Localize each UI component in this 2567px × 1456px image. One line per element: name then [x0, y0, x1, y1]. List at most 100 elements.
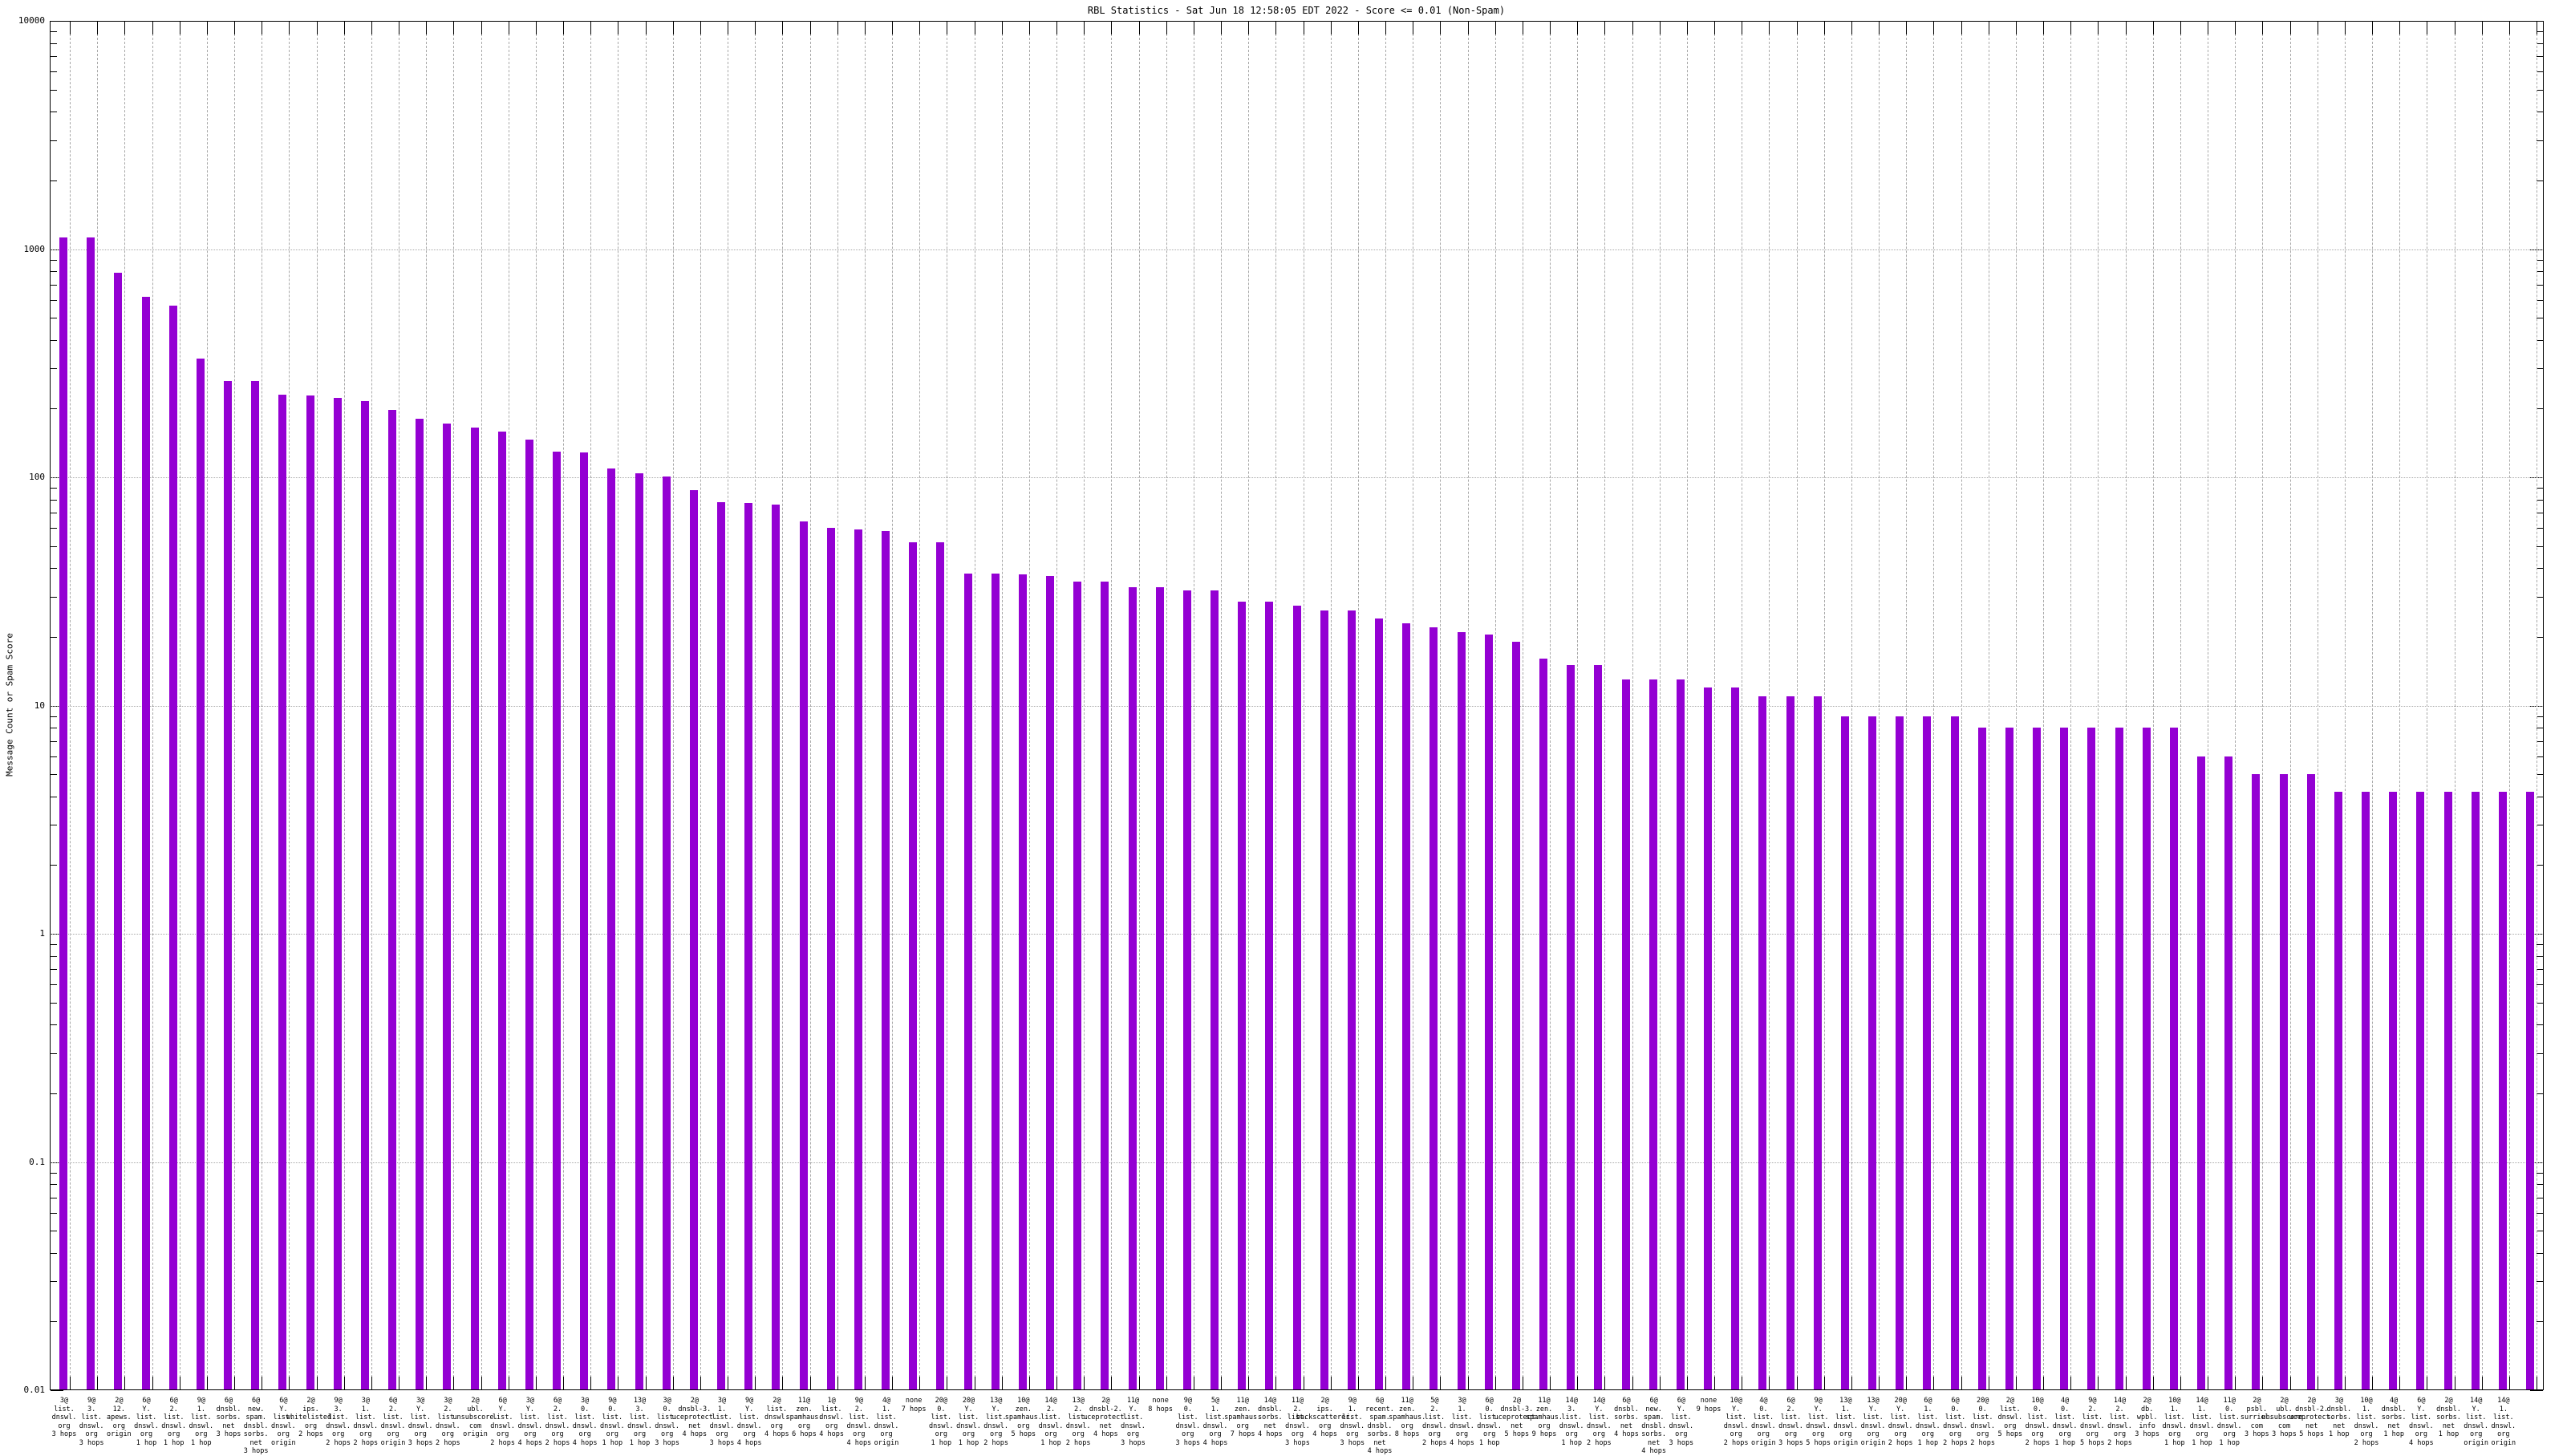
gridline-vertical [837, 22, 838, 1389]
bar [1347, 610, 1356, 1389]
y-minor-tick [2537, 596, 2543, 598]
x-axis-label: 6@ new. spam. dnsbl. sorbs. net 4 hops [1641, 1397, 1667, 1455]
score-swatch [2511, 1, 2543, 9]
bar [1292, 605, 1301, 1389]
gridline-vertical [97, 22, 99, 1389]
x-tick-top [1467, 22, 1469, 34]
x-tick-bottom [590, 1377, 592, 1389]
x-tick-top [70, 22, 71, 34]
y-minor-tick [51, 969, 57, 971]
x-tick-bottom [1357, 1377, 1359, 1389]
x-tick-top [1166, 22, 1167, 34]
y-minor-tick [51, 1002, 57, 1004]
y-minor-tick [2537, 259, 2543, 261]
x-axis-label: 2@ db. wpbl. info 3 hops [2135, 1397, 2160, 1438]
x-axis-label: 3@ dnsbl. sorbs. net 1 hop [2326, 1397, 2352, 1438]
x-axis-label: 13@ Y. list. dnswl. org 2 hops [983, 1397, 1009, 1447]
x-tick-bottom [1851, 1377, 1852, 1389]
gridline-vertical [1494, 22, 1496, 1389]
x-tick-top [1879, 22, 1880, 34]
x-axis-label: 2@ dnsbl. sorbs. net 1 hop [2436, 1397, 2461, 1438]
x-tick-top [152, 22, 153, 34]
bar [114, 272, 123, 1389]
x-axis-label: 11@ Y. list. dnswl. org 3 hops [1121, 1397, 1146, 1447]
y-minor-tick [51, 43, 57, 44]
x-axis-label: 9@ 2. list. dnswl. org 4 hops [846, 1397, 872, 1447]
x-axis-label: 10@ 1. list. dnswl. org 2 hops [2354, 1397, 2379, 1447]
gridline-vertical [2180, 22, 2181, 1389]
bar [2060, 728, 2069, 1389]
gridline-vertical [2481, 22, 2483, 1389]
y-minor-tick [51, 944, 57, 946]
x-tick-top [919, 22, 921, 34]
y-minor-tick [2537, 1002, 2543, 1004]
x-tick-bottom [1028, 1377, 1030, 1389]
gridline-vertical [1028, 22, 1030, 1389]
gridline-vertical [1166, 22, 1167, 1389]
x-tick-top [289, 22, 290, 34]
x-tick-bottom [2098, 1377, 2099, 1389]
x-axis-label: 9@ Y. list. dnswl. org 5 hops [1806, 1397, 1831, 1447]
bar [497, 432, 506, 1389]
bar [1484, 634, 1493, 1389]
x-tick-bottom [782, 1377, 784, 1389]
gridline-vertical [234, 22, 235, 1389]
y-minor-tick [2537, 89, 2543, 91]
chart-title: RBL Statistics - Sat Jun 18 12:58:05 EDT… [1087, 5, 1506, 16]
x-tick-bottom [864, 1377, 866, 1389]
x-tick-bottom [206, 1377, 208, 1389]
y-minor-tick [51, 1281, 57, 1283]
gridline-vertical [892, 22, 893, 1389]
bar [2306, 774, 2315, 1389]
bar [553, 451, 561, 1389]
x-tick-bottom [1248, 1377, 1250, 1389]
bar [525, 440, 533, 1389]
x-tick-top [782, 22, 784, 34]
y-minor-tick [51, 545, 57, 547]
x-axis-label: 5@ 1. list. dnswl. org 4 hops [1202, 1397, 1228, 1447]
x-axis-label: 2@ dnsbl-3. uceprotect. net 4 hops [671, 1397, 717, 1438]
x-axis-label: 9@ Y. list. dnswl. org 4 hops [736, 1397, 762, 1447]
gridline-horizontal [51, 477, 2543, 478]
x-tick-bottom [1111, 1377, 1113, 1389]
x-tick-bottom [1275, 1377, 1277, 1389]
x-tick-top [2481, 22, 2483, 34]
y-minor-tick [2537, 1093, 2543, 1094]
plot-area [50, 21, 2544, 1390]
x-axis-label: 6@ 2. list. dnswl. org origin [380, 1397, 406, 1447]
bar [1402, 623, 1411, 1389]
x-tick-bottom [2372, 1377, 2373, 1389]
y-minor-tick [51, 596, 57, 598]
bar [1457, 631, 1466, 1389]
x-tick-top [864, 22, 866, 34]
gridline-vertical [2344, 22, 2346, 1389]
gridline-vertical [1604, 22, 1606, 1389]
bar [772, 504, 781, 1389]
y-minor-tick [51, 636, 57, 638]
x-axis-label: 3@ 0. list. dnswl. org 4 hops [572, 1397, 598, 1447]
x-axis-label: 14@ Y. list. dnswl. org 2 hops [1586, 1397, 1612, 1447]
bar [59, 237, 67, 1389]
bar [2252, 774, 2261, 1389]
x-tick-bottom [1221, 1377, 1222, 1389]
y-minor-tick [2537, 1052, 2543, 1054]
gridline-vertical [2098, 22, 2099, 1389]
gridline-vertical [481, 22, 482, 1389]
bar [662, 476, 671, 1389]
y-minor-tick [51, 31, 57, 33]
x-tick-top [1275, 22, 1277, 34]
gridline-vertical [2043, 22, 2044, 1389]
x-axis-label: 11@ zen. spamhaus. org 9 hops [1525, 1397, 1563, 1438]
bar [1977, 728, 1986, 1389]
y-minor-tick [51, 1212, 57, 1214]
x-tick-top [2399, 22, 2401, 34]
x-tick-bottom [1659, 1377, 1661, 1389]
bar [141, 296, 150, 1389]
bar [1950, 716, 1959, 1389]
x-tick-top [2262, 22, 2264, 34]
x-tick-top [1221, 22, 1222, 34]
x-axis-label: 6@ dnsbl. sorbs. net 3 hops [216, 1397, 241, 1438]
y-minor-tick [51, 865, 57, 866]
x-tick-bottom [1632, 1377, 1633, 1389]
gridline-vertical [1275, 22, 1277, 1389]
